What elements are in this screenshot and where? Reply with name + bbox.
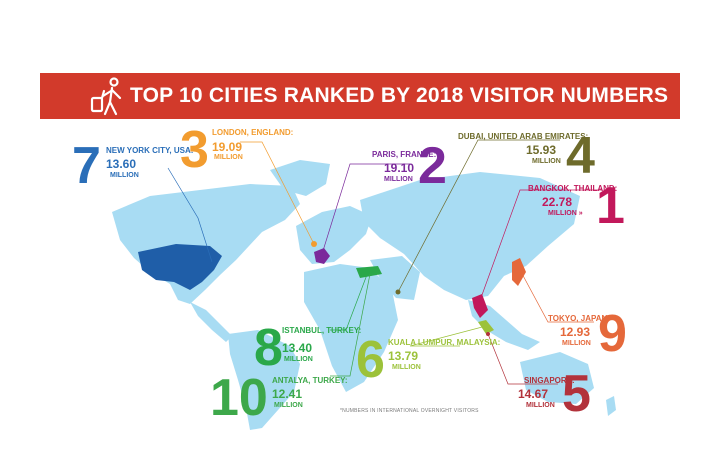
title-banner: TOP 10 CITIES RANKED BY 2018 VISITOR NUM… <box>40 73 680 119</box>
value-unit: MILLION <box>392 364 421 371</box>
leader-line-paris <box>321 163 410 255</box>
visitor-value: 14.67 <box>518 387 549 401</box>
south-america <box>228 330 300 430</box>
visitor-value: 13.60 <box>106 157 137 171</box>
value-unit: MILLION <box>526 402 555 409</box>
leader-line-singapore <box>487 333 558 385</box>
leader-line-dubai <box>397 139 560 293</box>
visitor-value: 13.79 <box>388 349 419 363</box>
new-zealand <box>606 396 616 416</box>
city-name: LONDON, ENGLAND: <box>212 128 294 137</box>
page-title: TOP 10 CITIES RANKED BY 2018 VISITOR NUM… <box>130 84 669 107</box>
rank-number: 7 <box>72 137 101 195</box>
leader-line-new-york <box>167 167 213 263</box>
city-name: ANTALYA, TURKEY: <box>272 376 348 385</box>
visitor-value: 19.10 <box>384 161 415 175</box>
visitor-value: 22.78 <box>542 195 573 209</box>
usa-highlight <box>138 244 222 290</box>
city-name: KUALA LUMPUR, MALAYSIA: <box>388 338 501 347</box>
france-highlight <box>314 248 330 264</box>
visitor-value: 15.93 <box>526 143 557 157</box>
visitor-value: 12.41 <box>272 387 303 401</box>
leader-lines <box>167 139 602 385</box>
rank-number: 5 <box>562 365 591 423</box>
traveler-with-suitcase-icon <box>90 77 122 116</box>
city-name: PARIS, FRANCE: <box>372 150 437 159</box>
city-name: BANGKOK, THAILAND: <box>528 184 618 193</box>
value-unit: MILLION <box>384 176 413 183</box>
asia <box>360 172 580 300</box>
europe <box>296 206 372 264</box>
thailand-highlight <box>472 294 488 318</box>
leader-line-kuala-lumpur <box>409 325 487 347</box>
middle-east <box>370 256 420 300</box>
value-unit: MILLION <box>274 402 303 409</box>
rank-number: 10 <box>210 369 268 427</box>
value-unit: MILLION <box>562 340 591 347</box>
visitor-value: 13.40 <box>282 341 313 355</box>
leader-line-london <box>240 141 315 245</box>
city-name: TOKYO, JAPAN: <box>548 314 610 323</box>
city-name: ISTANBUL, TURKEY: <box>282 326 362 335</box>
rank-number: 6 <box>356 331 385 389</box>
rank-number: 2 <box>418 137 447 195</box>
value-unit: MILLION <box>284 356 313 363</box>
australia <box>520 352 594 404</box>
city-name: SINGAPORE: <box>524 376 575 385</box>
value-unit: MILLION » <box>548 210 583 217</box>
leader-line-istanbul <box>330 271 369 331</box>
leader-line-antalya <box>330 273 371 377</box>
rank-number: 4 <box>566 127 595 185</box>
rank-number: 1 <box>596 177 625 235</box>
southeast-asia <box>468 300 540 350</box>
visitor-value: 12.93 <box>560 325 591 339</box>
central-america <box>190 302 232 342</box>
turkey-highlight <box>356 266 382 278</box>
value-unit: MILLION <box>532 158 561 165</box>
japan-highlight <box>512 258 526 286</box>
leader-line-tokyo <box>519 269 594 323</box>
city-name: DUBAI, UNITED ARAB EMIRATES: <box>458 132 589 141</box>
rank-number: 3 <box>180 121 209 179</box>
footnote: *NUMBERS IN INTERNATIONAL OVERNIGHT VISI… <box>340 408 479 414</box>
city-name: NEW YORK CITY, USA: <box>106 146 194 155</box>
value-unit: MILLION <box>110 172 139 179</box>
rank-number: 9 <box>598 305 627 363</box>
rank-number: 8 <box>254 319 283 377</box>
africa <box>304 264 398 392</box>
malaysia-highlight <box>478 320 494 334</box>
leader-line-bangkok <box>477 189 602 307</box>
visitor-value: 19.09 <box>212 140 243 154</box>
value-unit: MILLION <box>214 154 243 161</box>
